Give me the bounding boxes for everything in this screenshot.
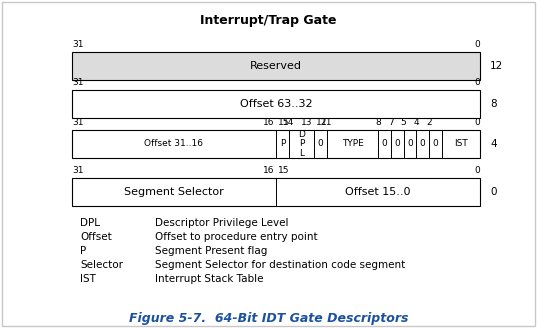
Text: 12: 12 [316, 118, 327, 127]
Text: D
P
L: D P L [298, 130, 305, 158]
Bar [289, 130, 314, 158]
Bar [72, 52, 480, 80]
Text: 15: 15 [278, 118, 289, 127]
Bar [429, 130, 442, 158]
Text: Segment Selector: Segment Selector [124, 187, 224, 197]
Text: Figure 5-7.  64-Bit IDT Gate Descriptors: Figure 5-7. 64-Bit IDT Gate Descriptors [129, 312, 408, 325]
Text: 31: 31 [72, 78, 83, 87]
Text: 0: 0 [420, 139, 425, 149]
Text: P: P [280, 139, 285, 149]
Bar [416, 130, 429, 158]
Text: 4: 4 [490, 139, 497, 149]
Text: 5: 5 [401, 118, 407, 127]
Bar [391, 130, 403, 158]
Text: 0: 0 [318, 139, 323, 149]
Bar [276, 130, 289, 158]
Bar [314, 130, 327, 158]
Text: 0: 0 [394, 139, 400, 149]
Text: 31: 31 [72, 118, 83, 127]
Bar [327, 130, 378, 158]
Text: 12: 12 [490, 61, 503, 71]
Text: 14: 14 [283, 118, 294, 127]
Text: Interrupt Stack Table: Interrupt Stack Table [155, 274, 264, 284]
Text: 7: 7 [388, 118, 394, 127]
Text: Offset 15..0: Offset 15..0 [345, 187, 411, 197]
Text: 0: 0 [432, 139, 438, 149]
Text: TYPE: TYPE [342, 139, 364, 149]
Text: Segment Present flag: Segment Present flag [155, 246, 267, 256]
Bar [276, 178, 480, 206]
Text: Reserved: Reserved [250, 61, 302, 71]
Bar [72, 130, 480, 158]
Text: 16: 16 [263, 166, 274, 175]
Text: 13: 13 [301, 118, 313, 127]
Text: Descriptor Privilege Level: Descriptor Privilege Level [155, 218, 288, 228]
Text: 8: 8 [375, 118, 381, 127]
Text: Offset: Offset [80, 232, 112, 242]
Text: Offset to procedure entry point: Offset to procedure entry point [155, 232, 317, 242]
Bar [378, 130, 391, 158]
Text: 0: 0 [474, 78, 480, 87]
Text: 16: 16 [263, 118, 274, 127]
Bar [442, 130, 480, 158]
Bar [72, 178, 276, 206]
Text: IST: IST [454, 139, 468, 149]
Text: 15: 15 [278, 166, 289, 175]
Text: 31: 31 [72, 166, 83, 175]
Text: P: P [80, 246, 86, 256]
Text: 0: 0 [381, 139, 387, 149]
Text: 0: 0 [474, 40, 480, 49]
Text: Selector: Selector [80, 260, 123, 270]
Bar [72, 90, 480, 118]
Text: DPL: DPL [80, 218, 100, 228]
Text: Segment Selector for destination code segment: Segment Selector for destination code se… [155, 260, 405, 270]
Text: Offset 63..32: Offset 63..32 [240, 99, 313, 109]
Text: 0: 0 [474, 118, 480, 127]
Text: 0: 0 [490, 187, 497, 197]
Text: 8: 8 [490, 99, 497, 109]
Text: 11: 11 [321, 118, 333, 127]
Bar [403, 130, 416, 158]
Text: 4: 4 [413, 118, 419, 127]
Text: 2: 2 [426, 118, 432, 127]
Text: Offset 31..16: Offset 31..16 [144, 139, 204, 149]
Text: IST: IST [80, 274, 96, 284]
Text: 31: 31 [72, 40, 83, 49]
Bar [72, 130, 276, 158]
Text: Interrupt/Trap Gate: Interrupt/Trap Gate [200, 14, 337, 27]
Text: 0: 0 [407, 139, 413, 149]
Bar [72, 178, 480, 206]
Text: 0: 0 [474, 166, 480, 175]
